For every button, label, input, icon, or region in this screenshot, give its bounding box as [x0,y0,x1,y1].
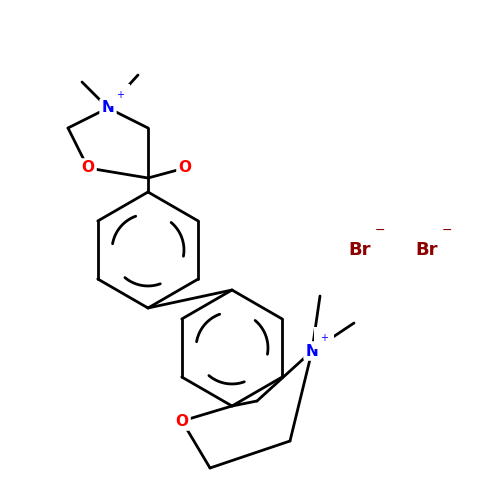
Text: −: − [375,224,386,237]
Text: −: − [442,224,452,237]
Text: N: N [306,344,318,358]
Text: O: O [178,160,192,176]
Text: +: + [116,90,124,100]
Text: +: + [320,333,328,343]
Text: Br: Br [348,241,370,259]
Text: N: N [102,100,114,116]
Text: O: O [176,414,188,428]
Text: O: O [82,160,94,176]
Text: Br: Br [415,241,438,259]
